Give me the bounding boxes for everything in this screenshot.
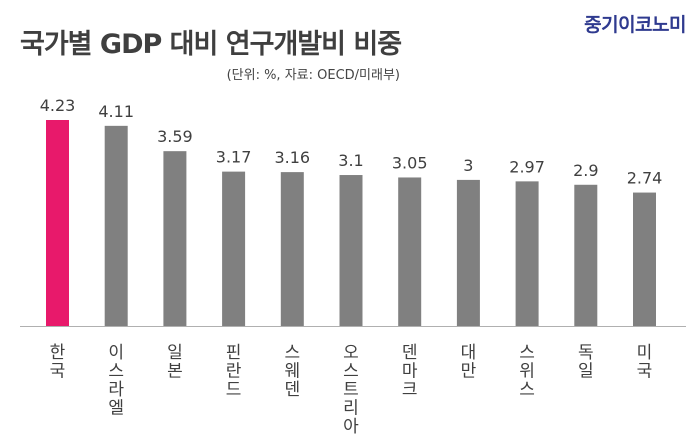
bar-5 [339,175,363,326]
value-label-5: 3.1 [338,151,363,170]
bar-10 [633,192,656,326]
value-label-1: 4.11 [98,102,134,121]
bar-2 [163,151,187,326]
value-label-2: 3.59 [157,127,193,146]
chart-title: 국가별 GDP 대비 연구개발비 비중 [20,29,402,60]
value-label-10: 2.74 [627,169,663,188]
value-label-0: 4.23 [40,96,76,115]
bar-8 [515,181,539,326]
bar-7 [456,179,480,326]
value-label-9: 2.9 [573,161,598,180]
bar-9 [574,184,598,326]
bar-4 [280,172,304,326]
value-label-4: 3.16 [274,148,310,167]
value-label-8: 2.97 [509,157,545,176]
value-label-7: 3 [463,156,473,175]
bar-1 [104,125,128,327]
brand-logo: 중기이코노미 [584,14,686,36]
unit-note: (단위: %, 자료: OECD/미래부) [226,68,400,83]
value-label-3: 3.17 [216,148,252,167]
bar-3 [222,171,246,326]
bar-6 [398,177,422,326]
bar-0 [46,120,69,326]
value-label-6: 3.05 [392,153,428,172]
